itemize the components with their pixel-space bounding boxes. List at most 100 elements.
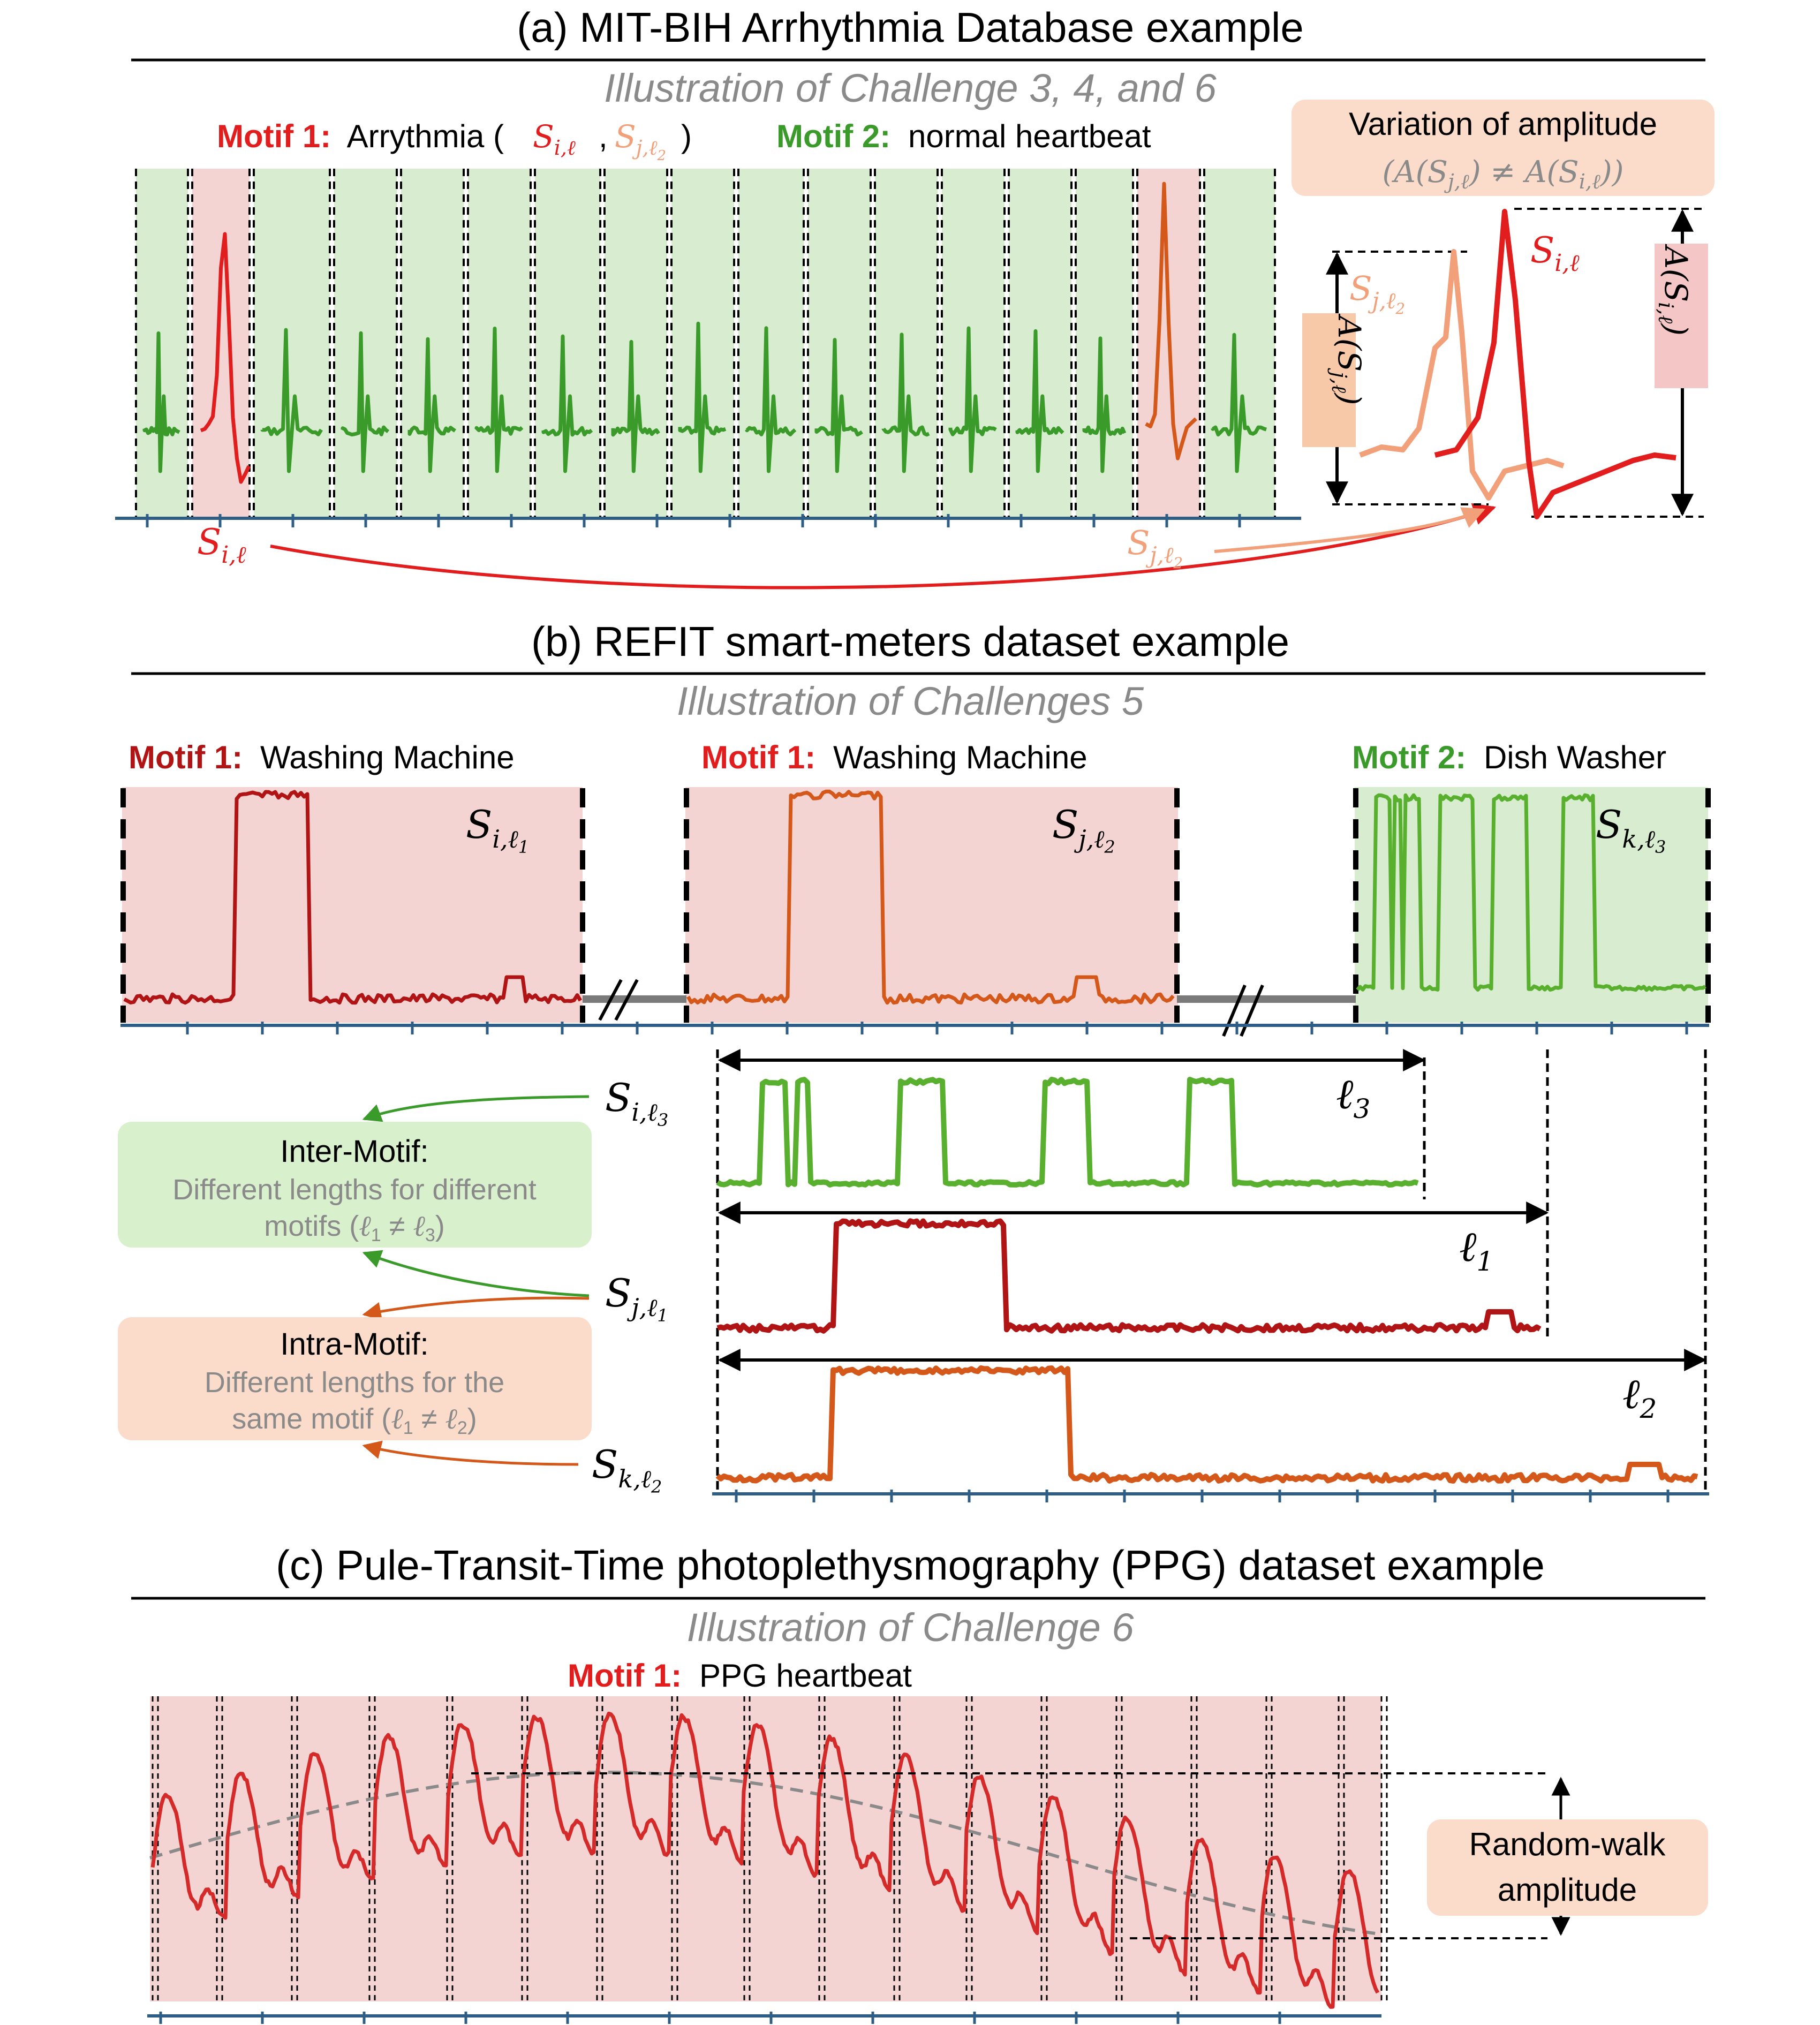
panel-b-len-l3: ℓ3 — [1336, 1070, 1370, 1124]
panel-a-segment-bg — [875, 169, 938, 517]
panel-a-arrow-sj — [1214, 507, 1485, 553]
panel-a-segment-bg — [254, 169, 330, 517]
panel-a-segment-bg — [738, 169, 804, 517]
svg-text:Si,ℓ: Si,ℓ — [533, 118, 576, 160]
panel-c-motif1-text: PPG heartbeat — [699, 1658, 912, 1694]
panel-a-amp-label-j-bg — [1302, 313, 1356, 447]
panel-a-variation-box — [1292, 100, 1715, 196]
svg-text:Motif 1: PPG heartbeat: Motif 1: PPG heartbeat — [568, 1658, 912, 1694]
panel-c-box-line1: Random-walk — [1469, 1826, 1666, 1862]
panel-b: (b) REFIT smart-meters dataset example I… — [118, 618, 1711, 1502]
panel-a-zoom-label-i: Si,ℓ — [1530, 230, 1580, 277]
panel-b-dish-washer-k — [1356, 793, 1706, 992]
panel-b-washing-machine-i — [123, 790, 583, 1005]
panel-c-ticks — [159, 2012, 1281, 2024]
panel-b-bottom-ticks — [735, 1490, 1670, 1502]
panel-b-row-washing-machine-1 — [716, 1218, 1542, 1334]
panel-c-segment-bounds — [152, 1696, 1388, 2001]
panel-a-segment-bg — [1009, 169, 1071, 517]
svg-text:Motif 1: Arrythmia (: Motif 1: Arrythmia ( — [217, 118, 504, 154]
svg-text:Motif 1: Washing Machine: Motif 1: Washing Machine — [129, 739, 515, 775]
panel-a-zoom-beat-j — [1359, 249, 1565, 501]
panel-a-normal-beat — [948, 326, 997, 473]
panel-b-subtitle: Illustration of Challenges 5 — [677, 679, 1144, 723]
panel-a-normal-beat — [814, 338, 863, 473]
panel-b-length-guides — [716, 1049, 1707, 1494]
panel-a-title: (a) MIT-BIH Arrhythmia Database example — [517, 4, 1304, 51]
panel-a-zoom-beat-i — [1434, 209, 1676, 519]
panel-b-len-l1: ℓ1 — [1459, 1223, 1493, 1277]
panel-a-normal-beat — [1015, 329, 1064, 473]
panel-a-normal-beat — [541, 334, 593, 473]
panel-b-len-l2: ℓ2 — [1622, 1370, 1657, 1424]
svg-text:Sj,ℓ2: Sj,ℓ2 — [615, 118, 666, 164]
panel-a-amp-label-j: A(Sj,ℓ) — [1327, 313, 1368, 405]
panel-c-box-line2: amplitude — [1498, 1872, 1637, 1908]
panel-b-arrow-intra-2 — [362, 1440, 579, 1466]
panel-a: (a) MIT-BIH Arrhythmia Database example … — [115, 4, 1715, 590]
panel-c-title: (c) Pule-Transit-Time photoplethysmograp… — [276, 1542, 1545, 1589]
panel-c-box — [1427, 1819, 1708, 1916]
panel-b-row-label-3: Sk,ℓ2 — [592, 1442, 662, 1497]
panel-b-title: (b) REFIT smart-meters dataset example — [531, 618, 1289, 665]
panel-a-motif2-prefix: Motif 2: — [776, 118, 890, 154]
panel-b-seg1-motif-text: Washing Machine — [260, 739, 515, 775]
panel-b-seg3-bg — [1355, 787, 1708, 1023]
svg-text:Motif 1: Washing Machine: Motif 1: Washing Machine — [701, 739, 1088, 775]
panel-b-arrow-inter-1 — [362, 1095, 590, 1122]
panel-a-amp-label-i-bg — [1655, 244, 1708, 388]
panel-b-seg2-motif-prefix: Motif 1: — [701, 739, 815, 775]
panel-b-inter-line1: Different lengths for different — [172, 1174, 536, 1206]
svg-text:,: , — [599, 118, 608, 154]
panel-a-segment-bg — [401, 169, 464, 517]
panel-a-segment-bg — [808, 169, 871, 517]
svg-text:Motif 2: normal heartb: Motif 2: normal heartbeat — [776, 118, 1151, 154]
panel-b-intra-line1: Different lengths for the — [205, 1366, 504, 1399]
panel-a-segment-bg — [535, 169, 600, 517]
panel-b-inter-line2: motifs (ℓ1 ≠ ℓ3) — [264, 1209, 445, 1245]
panel-a-ticks — [146, 514, 1241, 527]
panel-a-arrow-si — [270, 503, 1496, 590]
panel-a-normal-beat — [678, 321, 727, 473]
panel-a-motif2-text: normal heartbeat — [908, 118, 1151, 154]
panel-b-row-washing-machine-2 — [715, 1365, 1698, 1484]
panel-b-break-marks — [598, 979, 1264, 1037]
panel-a-normal-beat — [474, 327, 524, 473]
panel-b-intra-line2: same motif (ℓ1 ≠ ℓ2) — [232, 1402, 477, 1438]
panel-a-segment-bg — [942, 169, 1005, 517]
panel-a-motif1-prefix: Motif 1: — [217, 118, 331, 154]
panel-c-subtitle: Illustration of Challenge 6 — [686, 1605, 1134, 1650]
panel-a-arrhythmia-beat-j — [1145, 182, 1197, 460]
panel-c: (c) Pule-Transit-Time photoplethysmograp… — [131, 1542, 1708, 2024]
panel-a-segment-bg — [334, 169, 397, 517]
panel-b-seg2-bg — [685, 787, 1178, 1023]
panel-a-motif1-close: ) — [681, 118, 692, 154]
panel-b-seg3-motif-prefix: Motif 2: — [1352, 739, 1466, 775]
panel-c-ppg-signal — [150, 1711, 1380, 2009]
panel-b-row-dish-washer — [716, 1077, 1419, 1188]
panel-a-normal-beat — [881, 333, 930, 473]
panel-b-arrow-intra-1 — [362, 1296, 590, 1321]
panel-b-inter-box — [118, 1122, 592, 1248]
panel-a-segment-bg — [192, 169, 250, 517]
panel-c-random-walk-trend — [149, 1771, 1382, 1936]
panel-a-normal-beat — [407, 337, 456, 473]
panel-a-normal-beat — [142, 331, 180, 473]
panel-b-washing-machine-j — [686, 789, 1175, 1005]
panel-b-row-label-1: Si,ℓ3 — [605, 1075, 668, 1130]
panel-b-top-ticks — [186, 1022, 1688, 1034]
panel-b-intra-title: Intra-Motif: — [280, 1327, 428, 1362]
panel-b-seg1-motif-prefix: Motif 1: — [129, 739, 243, 775]
panel-a-variation-title: Variation of amplitude — [1349, 106, 1657, 142]
panel-a-normal-beat — [611, 339, 660, 473]
panel-b-intra-box — [118, 1317, 592, 1440]
panel-b-seg3-motif-text: Dish Washer — [1484, 739, 1666, 775]
panel-a-segment-bg — [605, 169, 667, 517]
panel-a-arrhythmia-beat-i — [200, 232, 251, 484]
panel-b-inter-title: Inter-Motif: — [280, 1134, 428, 1169]
panel-b-seg2-motif-text: Washing Machine — [833, 739, 1088, 775]
panel-a-normal-beat — [745, 326, 797, 473]
panel-a-normal-beat — [341, 331, 390, 473]
panel-b-seg1-bg — [122, 787, 583, 1023]
